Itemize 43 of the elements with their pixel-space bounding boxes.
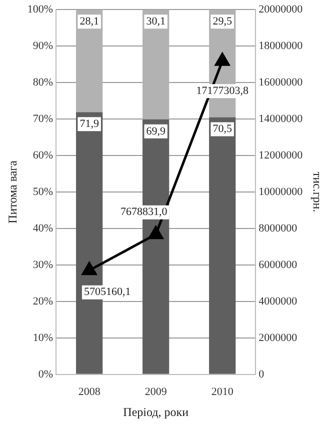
y-tick-label: 20% [32, 295, 54, 308]
y2-tick-label: 14000000 [258, 112, 304, 125]
data-label: 17177303,8 [196, 84, 249, 97]
y2-tick-label: 16000000 [258, 76, 304, 88]
data-label: 7678831,0 [120, 206, 168, 218]
data-label: 28,1 [80, 15, 99, 28]
y-tick-label: 100% [27, 3, 54, 16]
data-label: 69,9 [146, 125, 166, 138]
y2-tick-label: 2000000 [258, 332, 298, 344]
y-tick-label: 70% [32, 112, 54, 125]
x-tick-label: 2008 [78, 386, 101, 398]
data-label: 5705160,1 [84, 286, 131, 298]
y2-tick-label: 18000000 [258, 40, 304, 52]
bar [142, 10, 170, 120]
y2-tick-label: 12000000 [258, 149, 304, 162]
bar [76, 10, 103, 112]
y-tick-label: 50% [32, 186, 54, 198]
point [82, 262, 97, 276]
y2-tick-label: 4000000 [258, 295, 298, 308]
y2-tick-label: 8000000 [258, 222, 298, 234]
y-tick-label: 10% [32, 332, 54, 344]
data-label: 29,5 [212, 15, 232, 28]
data-label: 70,5 [212, 123, 232, 136]
x-tick-label: 2010 [211, 386, 234, 398]
y2-tick-label: 6000000 [258, 258, 298, 271]
y2-axis-title: тис.грн. [310, 172, 325, 212]
y-axis-title: Питома вага [5, 160, 20, 224]
y2-tick-label: 20000000 [258, 3, 304, 16]
y2-tick-label: 0 [258, 368, 265, 380]
y-tick-label: 60% [32, 149, 54, 162]
y-tick-label: 40% [32, 222, 54, 234]
y-tick-label: 90% [32, 40, 54, 52]
point [148, 226, 164, 240]
y-tick-label: 80% [32, 76, 54, 88]
bar [209, 117, 236, 374]
x-tick-label: 2009 [144, 386, 168, 398]
data-label: 71,9 [80, 118, 100, 130]
point [215, 52, 230, 66]
y-tick-label: 0% [38, 368, 54, 380]
y-tick-label: 30% [32, 258, 54, 271]
x-axis-title: Період, роки [123, 404, 190, 419]
y2-tick-label: 10000000 [258, 186, 304, 198]
data-label: 30,1 [146, 15, 166, 28]
